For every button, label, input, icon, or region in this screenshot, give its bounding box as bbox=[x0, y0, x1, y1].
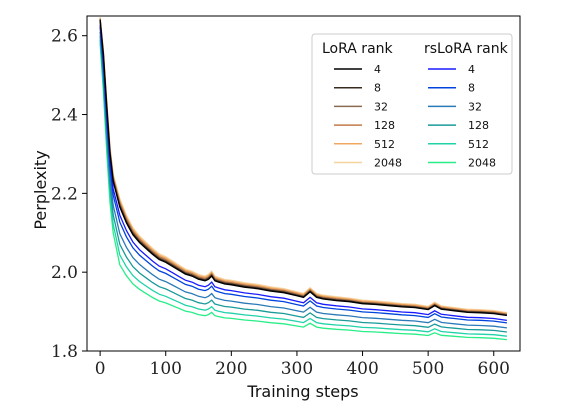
legend-label-lora-128: 128 bbox=[374, 119, 395, 132]
series-line-rslora-512 bbox=[99, 39, 507, 337]
series-line-rslora-8 bbox=[99, 26, 507, 324]
y-tick-label: 2.4 bbox=[51, 106, 78, 126]
x-tick-label: 200 bbox=[215, 359, 247, 379]
x-tick-label: 500 bbox=[412, 359, 444, 379]
y-tick-label: 2.6 bbox=[51, 27, 78, 47]
x-tick-label: 300 bbox=[281, 359, 313, 379]
x-axis-label: Training steps bbox=[246, 382, 358, 401]
x-tick-label: 100 bbox=[150, 359, 182, 379]
y-axis-label: Perplexity bbox=[31, 150, 50, 229]
legend-entries: 4 8 32 128 512 2048 4 8 32 128 512 2048 bbox=[334, 63, 496, 170]
y-tick-label: 2.0 bbox=[51, 263, 78, 283]
ticks-layer: 0 100 200 300 400 500 600 1.8 2.0 2.2 2.4 2.6 bbox=[51, 27, 510, 379]
series-line-rslora-32 bbox=[99, 31, 507, 329]
series-line-lora-2048 bbox=[99, 17, 508, 314]
x-tick-label: 400 bbox=[346, 359, 378, 379]
legend-label-rslora-32: 32 bbox=[468, 100, 482, 113]
series-line-lora-512 bbox=[99, 17, 507, 315]
legend-label-lora-8: 8 bbox=[374, 82, 381, 95]
legend-label-rslora-128: 128 bbox=[468, 119, 489, 132]
series-line-rslora-128 bbox=[99, 35, 507, 333]
legend-label-lora-4: 4 bbox=[374, 63, 381, 76]
x-tick-label: 600 bbox=[478, 359, 510, 379]
legend-label-lora-512: 512 bbox=[374, 138, 395, 151]
legend-label-rslora-512: 512 bbox=[468, 138, 489, 151]
legend-title-rslora: rsLoRA rank bbox=[424, 41, 509, 57]
series-line-rslora-4 bbox=[99, 24, 507, 322]
series-line-rslora-2048 bbox=[99, 42, 507, 341]
series-line-lora-4 bbox=[99, 19, 507, 317]
legend-title-lora: LoRA rank bbox=[322, 41, 394, 57]
legend-label-lora-2048: 2048 bbox=[374, 157, 402, 170]
series-layer bbox=[99, 17, 508, 341]
y-tick-label: 2.2 bbox=[51, 184, 78, 204]
x-tick-label: 0 bbox=[95, 359, 106, 379]
legend-label-rslora-4: 4 bbox=[468, 63, 475, 76]
legend-label-rslora-2048: 2048 bbox=[468, 157, 496, 170]
legend-label-rslora-8: 8 bbox=[468, 82, 475, 95]
legend-label-lora-32: 32 bbox=[374, 100, 388, 113]
legend: LoRA rank rsLoRA rank 4 8 32 128 512 2048 4 8 32… bbox=[311, 33, 513, 175]
plot-frame bbox=[86, 15, 521, 352]
y-tick-label: 1.8 bbox=[51, 342, 78, 362]
